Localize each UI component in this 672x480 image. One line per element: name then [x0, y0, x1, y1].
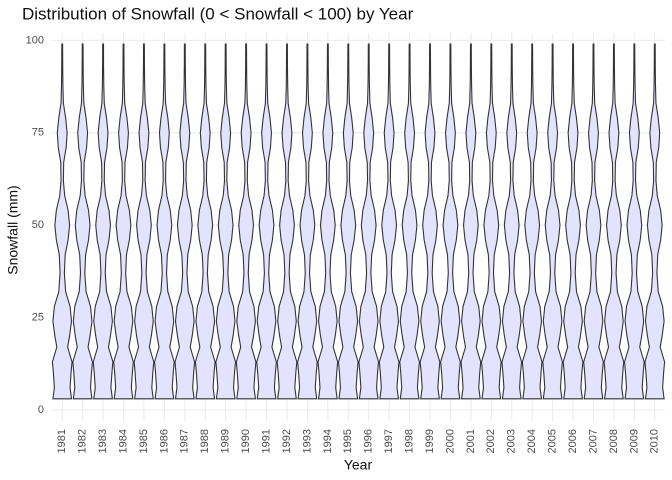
x-tick-label: 2005 [547, 429, 559, 453]
y-tick-label: 50 [32, 219, 44, 231]
violin [501, 43, 523, 400]
x-tick-label: 1982 [77, 429, 89, 453]
violin [623, 43, 645, 400]
x-tick-label: 1991 [260, 429, 272, 453]
x-tick-label: 1989 [220, 429, 232, 453]
violin [174, 43, 196, 400]
chart-title: Distribution of Snowfall (0 < Snowfall <… [22, 4, 414, 23]
x-tick-label: 2006 [567, 429, 579, 453]
violin [603, 43, 625, 400]
violin [378, 43, 400, 400]
violin [92, 43, 114, 400]
violin [521, 43, 543, 400]
x-tick-label: 1981 [56, 429, 68, 453]
x-tick-label: 1988 [199, 429, 211, 453]
x-tick-label: 2000 [444, 429, 456, 453]
violin [154, 43, 175, 400]
violin [480, 43, 502, 400]
y-tick-label: 75 [32, 127, 44, 139]
y-tick-label: 0 [38, 404, 44, 416]
x-tick-label: 2007 [587, 429, 599, 453]
violin [113, 43, 134, 400]
violin [440, 43, 461, 400]
x-tick-label: 2004 [526, 429, 538, 453]
violin [256, 43, 277, 400]
x-tick-label: 1993 [301, 429, 313, 453]
x-tick-label: 1999 [424, 429, 436, 453]
violin [583, 43, 604, 400]
violin [276, 43, 298, 400]
violin [133, 43, 155, 400]
violin [235, 43, 257, 400]
violin [317, 43, 339, 400]
x-tick-label: 2001 [465, 429, 477, 453]
x-tick-label: 2008 [608, 429, 620, 453]
x-tick-label: 2009 [628, 429, 640, 453]
x-tick-label: 1984 [117, 429, 129, 453]
violin [215, 43, 237, 400]
x-tick-label: 1997 [383, 429, 395, 453]
x-tick-label: 1992 [281, 429, 293, 453]
y-axis-label: Snowfall (mm) [5, 185, 21, 274]
violin [194, 43, 216, 400]
x-tick-label: 1987 [179, 429, 191, 453]
violin [358, 43, 380, 400]
x-axis-label: Year [344, 457, 373, 473]
x-tick-label: 1983 [97, 429, 109, 453]
x-tick-label: 1998 [403, 429, 415, 453]
violin [297, 43, 318, 400]
y-tick-label: 100 [26, 34, 44, 46]
x-tick-label: 1995 [342, 429, 354, 453]
x-tick-label: 2003 [506, 429, 518, 453]
violin [419, 43, 441, 400]
violin [460, 43, 482, 400]
violin [337, 43, 359, 400]
x-tick-label: 2002 [485, 429, 497, 453]
violin [399, 43, 420, 400]
x-tick-label: 1990 [240, 429, 252, 453]
x-tick-label: 2010 [649, 429, 661, 453]
x-tick-label: 1985 [138, 429, 150, 453]
x-tick-label: 1994 [322, 429, 334, 453]
x-tick-label: 1996 [363, 429, 375, 453]
x-tick-label: 1986 [158, 429, 170, 453]
y-tick-label: 25 [32, 311, 44, 323]
violin [562, 43, 584, 400]
violin [644, 43, 666, 400]
violin [542, 43, 563, 400]
violin [72, 43, 94, 400]
violin [51, 43, 73, 400]
